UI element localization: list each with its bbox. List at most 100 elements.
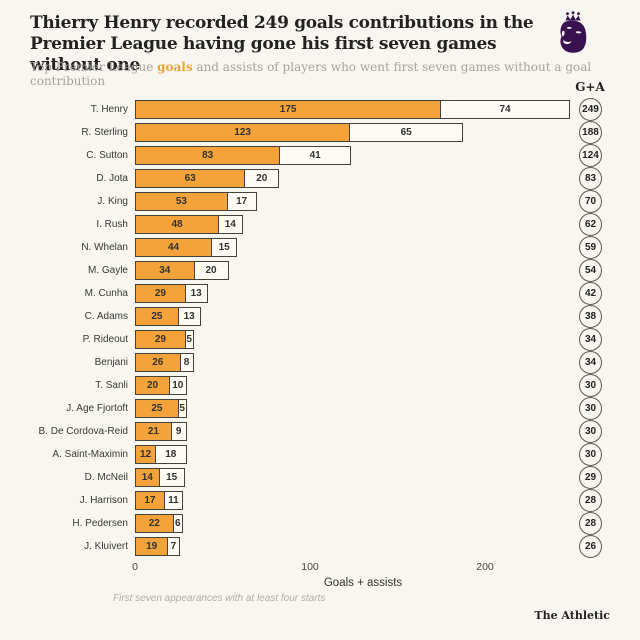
bar-group: 63 20 xyxy=(135,169,280,188)
goals-bar-segment: 21 xyxy=(135,422,172,441)
goals-bar-segment: 22 xyxy=(135,514,174,533)
table-row: B. De Cordova-Reid 21 9 30 xyxy=(0,420,640,443)
goals-bar-segment: 17 xyxy=(135,491,165,510)
assists-bar-segment: 18 xyxy=(155,445,187,464)
total-badge: 29 xyxy=(579,466,602,489)
footnote: First seven appearances with at least fo… xyxy=(113,593,326,604)
total-badge: 26 xyxy=(579,535,602,558)
player-label: T. Henry xyxy=(90,104,128,115)
total-badge: 28 xyxy=(579,512,602,535)
bar-group: 20 10 xyxy=(135,376,187,395)
subtitle-suffix: and assists of players who went first se… xyxy=(30,60,592,88)
player-label: J. Harrison xyxy=(79,495,128,506)
table-row: T. Sanli 20 10 30 xyxy=(0,374,640,397)
table-row: J. Kluivert 19 7 26 xyxy=(0,535,640,558)
page-title: Thierry Henry recorded 249 goals contrib… xyxy=(30,13,570,76)
table-row: D. McNeil 14 15 29 xyxy=(0,466,640,489)
bar-group: 25 5 xyxy=(135,399,187,418)
player-label: Benjani xyxy=(94,357,128,368)
total-badge: 188 xyxy=(579,121,602,144)
assists-bar-segment: 8 xyxy=(179,353,194,372)
player-label: N. Whelan xyxy=(81,242,128,253)
goals-bar-segment: 12 xyxy=(135,445,156,464)
goals-bar-segment: 26 xyxy=(135,353,181,372)
total-badge: 249 xyxy=(579,98,602,121)
total-badge: 30 xyxy=(579,420,602,443)
bar-group: 21 9 xyxy=(135,422,187,441)
bar-group: 17 11 xyxy=(135,491,184,510)
total-badge: 70 xyxy=(579,190,602,213)
total-badge: 34 xyxy=(579,328,602,351)
assists-bar-segment: 10 xyxy=(169,376,187,395)
table-row: J. Harrison 17 11 28 xyxy=(0,489,640,512)
table-row: P. Rideout 29 5 34 xyxy=(0,328,640,351)
player-label: C. Sutton xyxy=(86,150,128,161)
goals-bar-segment: 29 xyxy=(135,330,186,349)
table-row: D. Jota 63 20 83 xyxy=(0,167,640,190)
goals-bar-segment: 175 xyxy=(135,100,442,119)
goals-bar-segment: 63 xyxy=(135,169,246,188)
total-badge: 34 xyxy=(579,351,602,374)
title-line-1: Thierry Henry recorded 249 goals contrib… xyxy=(30,13,534,33)
x-axis-tick-label: 100 xyxy=(301,561,319,573)
table-row: J. King 53 17 70 xyxy=(0,190,640,213)
total-badge: 59 xyxy=(579,236,602,259)
total-badge: 124 xyxy=(579,144,602,167)
table-row: R. Sterling 123 65 188 xyxy=(0,121,640,144)
goals-bar-segment: 48 xyxy=(135,215,219,234)
bar-group: 48 14 xyxy=(135,215,243,234)
bar-group: 19 7 xyxy=(135,537,180,556)
player-label: H. Pedersen xyxy=(72,518,128,529)
player-label: J. Age Fjortoft xyxy=(66,403,128,414)
player-label: J. King xyxy=(97,196,128,207)
table-row: T. Henry 175 74 249 xyxy=(0,98,640,121)
assists-bar-segment: 65 xyxy=(349,123,464,142)
total-badge: 30 xyxy=(579,443,602,466)
assists-bar-segment: 20 xyxy=(244,169,280,188)
goals-bar-segment: 123 xyxy=(135,123,351,142)
assists-bar-segment: 20 xyxy=(193,261,229,280)
table-row: Benjani 26 8 34 xyxy=(0,351,640,374)
bar-group: 22 6 xyxy=(135,514,183,533)
total-badge: 28 xyxy=(579,489,602,512)
bar-group: 34 20 xyxy=(135,261,229,280)
total-badge: 42 xyxy=(579,282,602,305)
goals-bar-segment: 44 xyxy=(135,238,212,257)
goals-bar-segment: 53 xyxy=(135,192,228,211)
assists-bar-segment: 11 xyxy=(163,491,184,510)
player-label: T. Sanli xyxy=(95,380,128,391)
goals-bar-segment: 20 xyxy=(135,376,170,395)
bar-group: 83 41 xyxy=(135,146,352,165)
bar-group: 175 74 xyxy=(135,100,570,119)
assists-bar-segment: 13 xyxy=(177,307,201,326)
player-label: A. Saint-Maximin xyxy=(52,449,128,460)
table-row: I. Rush 48 14 62 xyxy=(0,213,640,236)
assists-bar-segment: 7 xyxy=(167,537,180,556)
bar-group: 29 5 xyxy=(135,330,194,349)
table-row: C. Sutton 83 41 124 xyxy=(0,144,640,167)
assists-bar-segment: 15 xyxy=(158,468,185,487)
goals-bar-segment: 25 xyxy=(135,307,179,326)
title-line-2: Premier League having gone his first sev… xyxy=(30,34,497,75)
goals-bar-segment: 83 xyxy=(135,146,281,165)
player-label: I. Rush xyxy=(96,219,128,230)
assists-bar-segment: 17 xyxy=(226,192,257,211)
bar-group: 12 18 xyxy=(135,445,187,464)
assists-bar-segment: 15 xyxy=(211,238,238,257)
the-athletic-credit: The Athletic xyxy=(534,609,610,622)
assists-bar-segment: 5 xyxy=(184,330,194,349)
assists-bar-segment: 9 xyxy=(170,422,187,441)
x-axis-label: Goals + assists xyxy=(323,577,403,589)
goals-bar-segment: 19 xyxy=(135,537,169,556)
bar-group: 53 17 xyxy=(135,192,257,211)
bar-group: 25 13 xyxy=(135,307,201,326)
goals-bar-segment: 14 xyxy=(135,468,160,487)
goals-bar-segment: 34 xyxy=(135,261,195,280)
total-column-header: G+A xyxy=(575,80,605,94)
total-badge: 83 xyxy=(579,167,602,190)
premier-league-lion-icon xyxy=(560,11,587,53)
assists-bar-segment: 6 xyxy=(172,514,183,533)
assists-bar-segment: 41 xyxy=(279,146,352,165)
table-row: N. Whelan 44 15 59 xyxy=(0,236,640,259)
player-label: B. De Cordova-Reid xyxy=(38,426,128,437)
